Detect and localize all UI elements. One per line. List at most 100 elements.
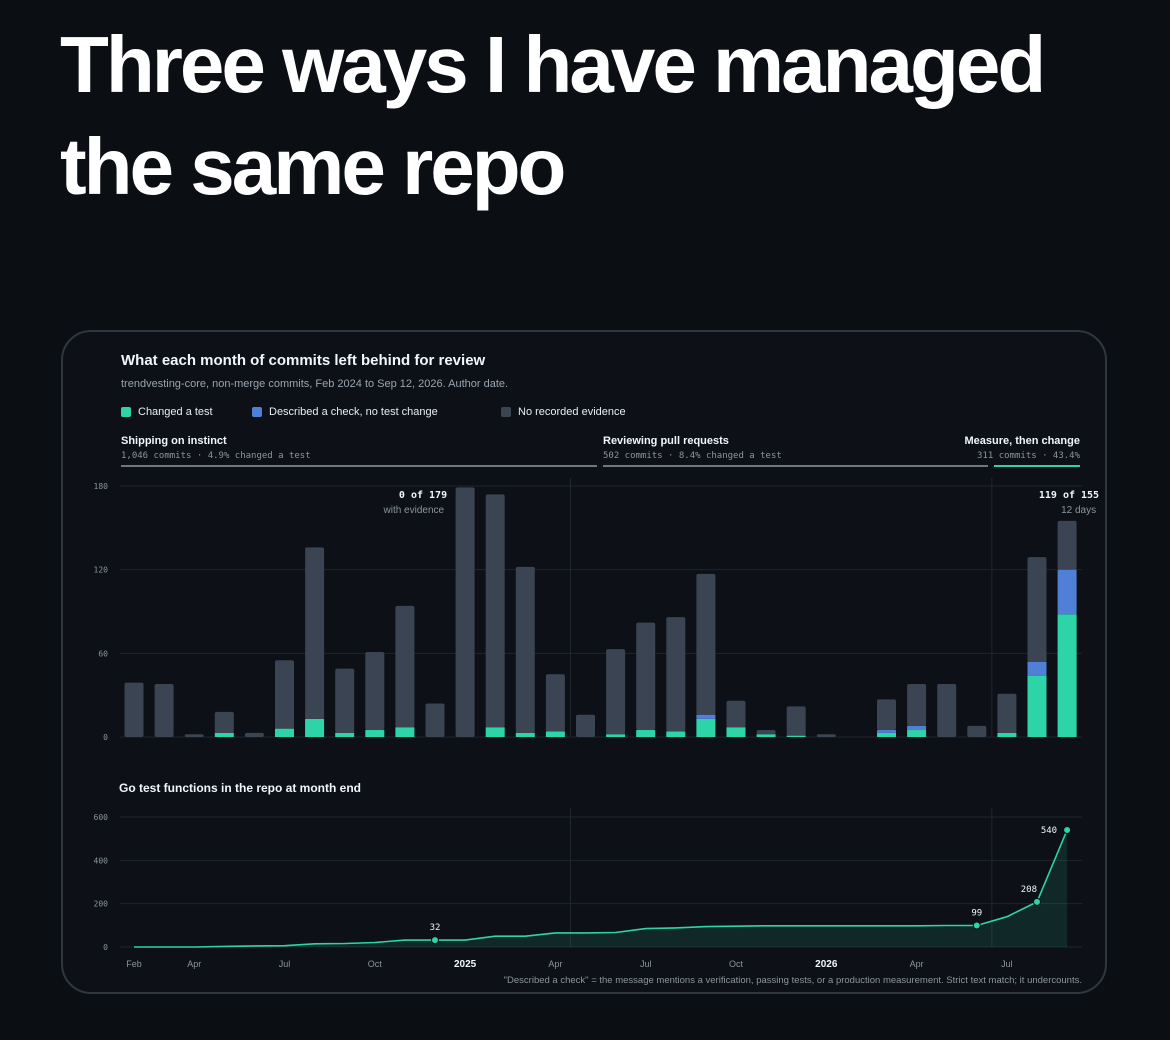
bar-none	[636, 622, 656, 731]
era-title: Measure, then change	[964, 435, 1080, 447]
x-tick-label: Apr	[548, 959, 562, 969]
bar-check	[907, 725, 927, 731]
bar-annotation-title: 119 of 155	[1039, 490, 1099, 501]
bar-check	[1057, 569, 1077, 615]
x-tick-label: Apr	[910, 959, 924, 969]
bar-none	[515, 566, 535, 733]
bar-none	[275, 660, 294, 729]
bar-none	[365, 651, 385, 731]
line-y-tick-label: 0	[103, 943, 108, 952]
bar-none	[124, 682, 144, 737]
legend-swatch-check	[252, 407, 262, 417]
era-title: Reviewing pull requests	[603, 435, 729, 447]
line-point	[972, 921, 981, 930]
bar-test	[877, 732, 896, 737]
x-tick-label: Oct	[729, 959, 744, 969]
bar-test	[726, 727, 746, 737]
bar-none	[666, 617, 686, 732]
legend-swatch-test	[121, 407, 131, 417]
bar-test	[365, 730, 385, 737]
bar-test	[335, 732, 355, 737]
era-stats: 311 commits · 43.4%	[977, 451, 1081, 461]
bar-test	[275, 728, 294, 737]
bar-none	[907, 684, 927, 726]
bar-y-tick-label: 60	[98, 649, 108, 658]
bar-test	[786, 735, 806, 737]
bar-none	[816, 734, 836, 737]
bar-test	[907, 730, 927, 737]
bar-none	[425, 703, 445, 737]
legend-label-none: No recorded evidence	[518, 406, 626, 418]
bar-test	[606, 734, 626, 737]
chart-subtitle: trendvesting-core, non-merge commits, Fe…	[121, 378, 509, 390]
bar-none	[786, 706, 806, 736]
bar-test	[305, 718, 325, 737]
bar-none	[395, 605, 415, 728]
era-stats: 502 commits · 8.4% changed a test	[603, 451, 782, 461]
bar-none	[696, 573, 716, 715]
bar-check	[696, 714, 716, 719]
bar-none	[606, 649, 626, 735]
bar-test	[756, 734, 776, 737]
bar-test	[1027, 675, 1047, 737]
x-tick-label: Apr	[187, 959, 201, 969]
bar-none	[937, 684, 957, 737]
x-tick-label: Oct	[368, 959, 383, 969]
bar-none	[726, 700, 746, 728]
legend-item-none: No recorded evidence	[501, 406, 626, 418]
bar-none	[877, 699, 896, 731]
footnote: "Described a check" = the message mentio…	[504, 975, 1082, 986]
bar-y-tick-label: 120	[94, 566, 109, 575]
line-series	[134, 829, 1068, 948]
line-point-label: 208	[1021, 885, 1037, 895]
bar-none	[335, 668, 355, 733]
bar-annotation-title: 0 of 179	[399, 490, 447, 501]
x-tick-label: Jul	[1001, 959, 1013, 969]
bar-none	[967, 725, 987, 737]
x-tick-label: Jul	[279, 959, 291, 969]
line-y-tick-label: 200	[94, 900, 109, 909]
page-headline: Three ways I have managed the same repo	[60, 20, 1046, 211]
bar-none	[455, 487, 475, 737]
line-point	[1033, 897, 1041, 906]
bar-none	[545, 674, 565, 732]
line-point-label: 99	[971, 909, 982, 919]
bar-none	[1027, 557, 1047, 662]
bar-test	[696, 718, 716, 737]
chart-card: What each month of commits left behind f…	[61, 330, 1107, 994]
chart-title: What each month of commits left behind f…	[121, 352, 486, 369]
bar-check	[1027, 661, 1047, 676]
x-tick-label: Feb	[126, 959, 142, 969]
bar-none	[485, 494, 505, 728]
line-point-label: 32	[430, 923, 441, 933]
bar-y-tick-label: 0	[103, 733, 108, 742]
line-point	[1063, 826, 1072, 834]
bar-none	[1057, 520, 1077, 570]
line-point-label: 540	[1041, 826, 1057, 836]
line-chart-title: Go test functions in the repo at month e…	[119, 781, 361, 795]
bar-none	[154, 684, 174, 737]
bar-none	[305, 547, 325, 719]
line-y-tick-label: 400	[94, 856, 109, 865]
bar-check	[877, 730, 896, 733]
x-tick-label: Jul	[640, 959, 652, 969]
x-tick-label: 2026	[815, 959, 838, 970]
legend-item-test: Changed a test	[121, 406, 213, 418]
x-tick-label: 2025	[454, 959, 477, 970]
line-area-fill	[134, 830, 1068, 947]
bar-none	[756, 730, 776, 735]
bar-none	[184, 734, 204, 737]
bar-test	[666, 731, 686, 737]
bar-test	[545, 731, 565, 737]
bar-test	[1057, 614, 1077, 737]
bar-test	[485, 727, 505, 737]
era-title: Shipping on instinct	[121, 435, 227, 447]
legend-item-check: Described a check, no test change	[252, 406, 438, 418]
bar-test	[636, 730, 656, 737]
bar-test	[214, 732, 234, 737]
bar-none	[997, 693, 1017, 733]
line-y-tick-label: 600	[94, 813, 109, 822]
bar-test	[395, 727, 415, 737]
bar-annotation-sub: with evidence	[383, 505, 445, 516]
